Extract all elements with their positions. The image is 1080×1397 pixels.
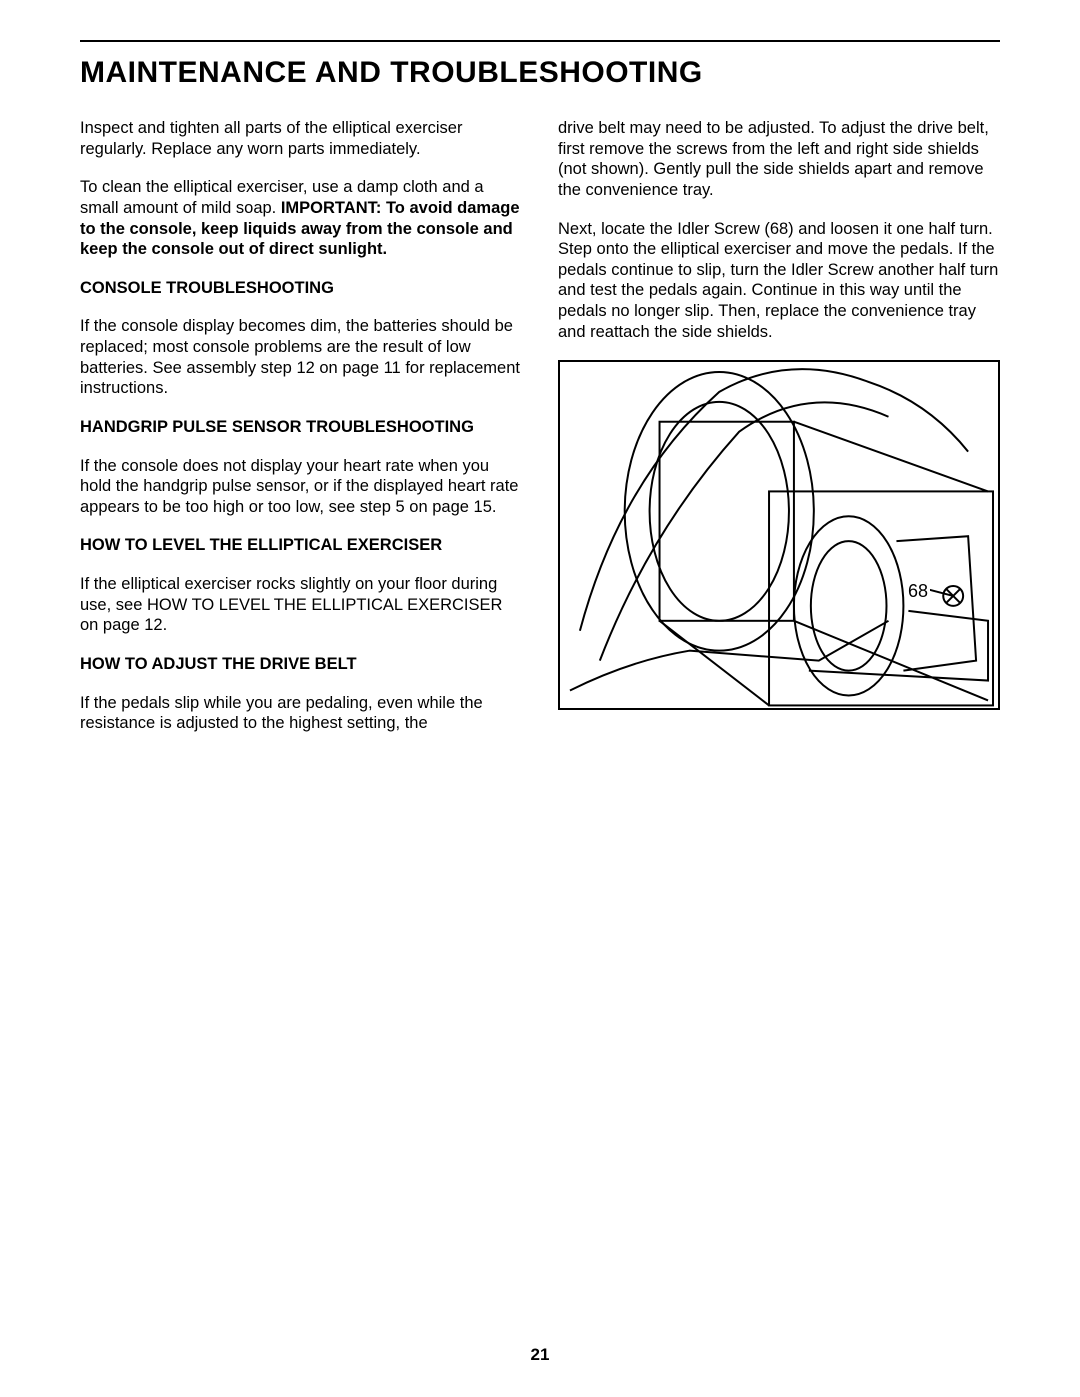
- right-column: drive belt may need to be adjusted. To a…: [558, 118, 1000, 752]
- two-column-layout: Inspect and tighten all parts of the ell…: [80, 118, 1000, 752]
- intro-paragraph: Inspect and tighten all parts of the ell…: [80, 118, 522, 159]
- page-number: 21: [0, 1345, 1080, 1365]
- cleaning-paragraph: To clean the elliptical exerciser, use a…: [80, 177, 522, 260]
- manual-page: MAINTENANCE AND TROUBLESHOOTING Inspect …: [0, 0, 1080, 1397]
- top-rule: [80, 40, 1000, 42]
- belt-diagram-figure: 68: [558, 360, 1000, 710]
- pulse-heading: HANDGRIP PULSE SENSOR TROUBLESHOOTING: [80, 417, 522, 438]
- level-heading: HOW TO LEVEL THE ELLIPTICAL EXERCISER: [80, 535, 522, 556]
- level-paragraph: If the elliptical exerciser rocks slight…: [80, 574, 522, 636]
- belt-paragraph-start: If the pedals slip while you are pedalin…: [80, 693, 522, 734]
- page-title: MAINTENANCE AND TROUBLESHOOTING: [80, 56, 1000, 90]
- belt-paragraph-cont: drive belt may need to be adjusted. To a…: [558, 118, 1000, 201]
- idler-paragraph: Next, locate the Idler Screw (68) and lo…: [558, 219, 1000, 343]
- belt-heading: HOW TO ADJUST THE DRIVE BELT: [80, 654, 522, 675]
- console-paragraph: If the console display becomes dim, the …: [80, 316, 522, 399]
- pulse-paragraph: If the console does not display your hea…: [80, 456, 522, 518]
- elliptical-diagram-svg: [560, 362, 998, 710]
- left-column: Inspect and tighten all parts of the ell…: [80, 118, 522, 752]
- console-heading: CONSOLE TROUBLESHOOTING: [80, 278, 522, 299]
- figure-callout-68: 68: [906, 580, 930, 603]
